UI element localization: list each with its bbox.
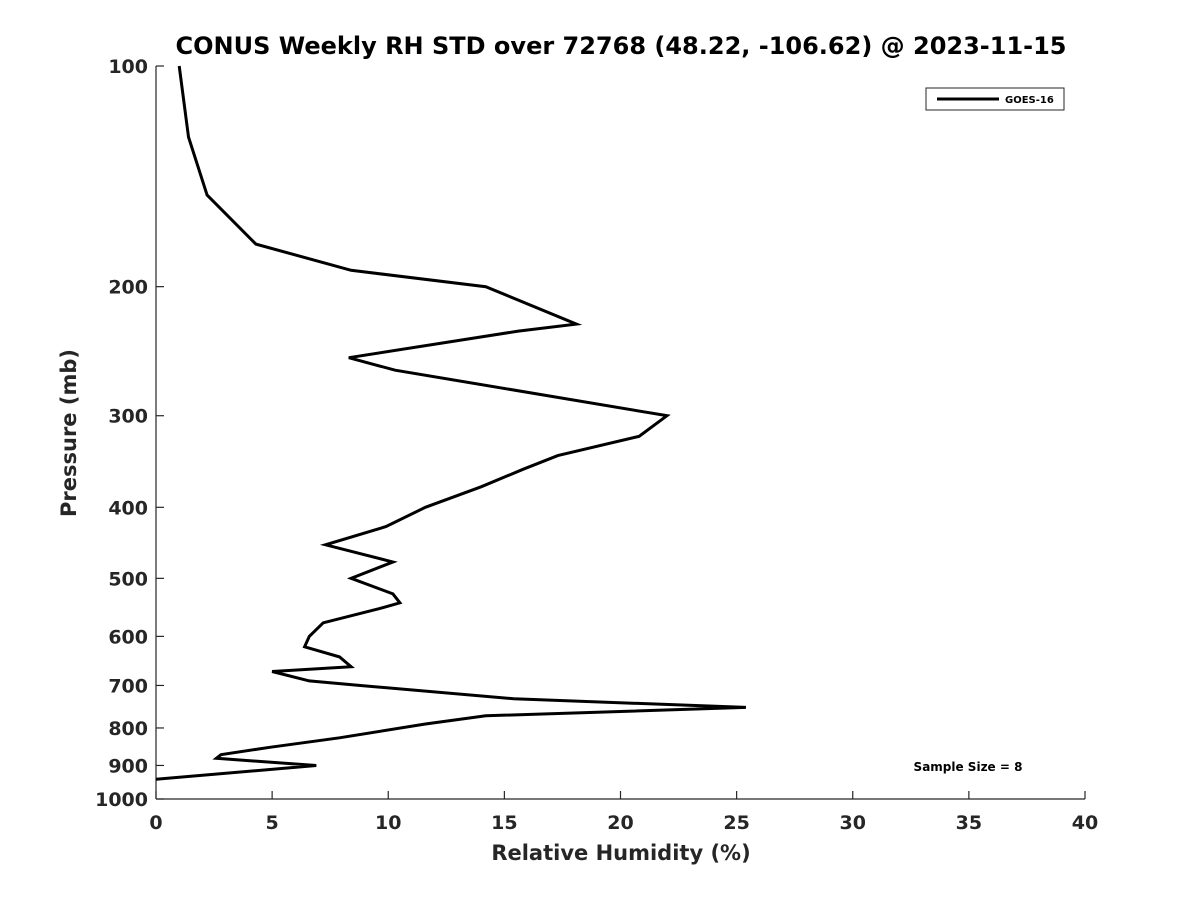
y-tick-label-500: 500 <box>108 568 148 590</box>
x-tick-label-25: 25 <box>723 812 749 834</box>
y-tick-label-900: 900 <box>108 755 148 777</box>
y-tick-label-700: 700 <box>108 675 148 697</box>
y-tick-label-300: 300 <box>108 406 148 428</box>
legend: GOES-16 <box>925 87 1065 111</box>
x-tick-label-35: 35 <box>956 812 982 834</box>
x-tick-label-40: 40 <box>1072 812 1098 834</box>
y-axis-label: Pressure (mb) <box>57 349 81 517</box>
series-layer <box>155 65 746 781</box>
y-tick-label-200: 200 <box>108 277 148 299</box>
y-axis-ticks: 100 200 300 400 500 600 700 800 900 1000 <box>95 56 164 811</box>
y-tick-label-400: 400 <box>108 497 148 519</box>
y-tick-label-1000: 1000 <box>95 789 148 811</box>
x-axis-label: Relative Humidity (%) <box>491 841 750 865</box>
chart-title: CONUS Weekly RH STD over 72768 (48.22, -… <box>175 32 1066 60</box>
x-tick-label-0: 0 <box>149 812 162 834</box>
y-tick-label-800: 800 <box>108 718 148 740</box>
x-tick-label-30: 30 <box>840 812 866 834</box>
x-tick-label-5: 5 <box>266 812 279 834</box>
y-tick-label-100: 100 <box>108 56 148 78</box>
x-tick-label-15: 15 <box>491 812 517 834</box>
x-tick-label-20: 20 <box>607 812 633 834</box>
x-axis-ticks: 0 5 10 15 20 25 30 35 40 <box>149 791 1098 834</box>
sample-size-annotation: Sample Size = 8 <box>914 760 1023 774</box>
legend-label-goes-16: GOES-16 <box>1005 95 1054 106</box>
y-tick-label-600: 600 <box>108 626 148 648</box>
x-tick-label-10: 10 <box>375 812 401 834</box>
plot-area <box>155 66 1085 800</box>
series-line-goes-16 <box>155 65 746 781</box>
